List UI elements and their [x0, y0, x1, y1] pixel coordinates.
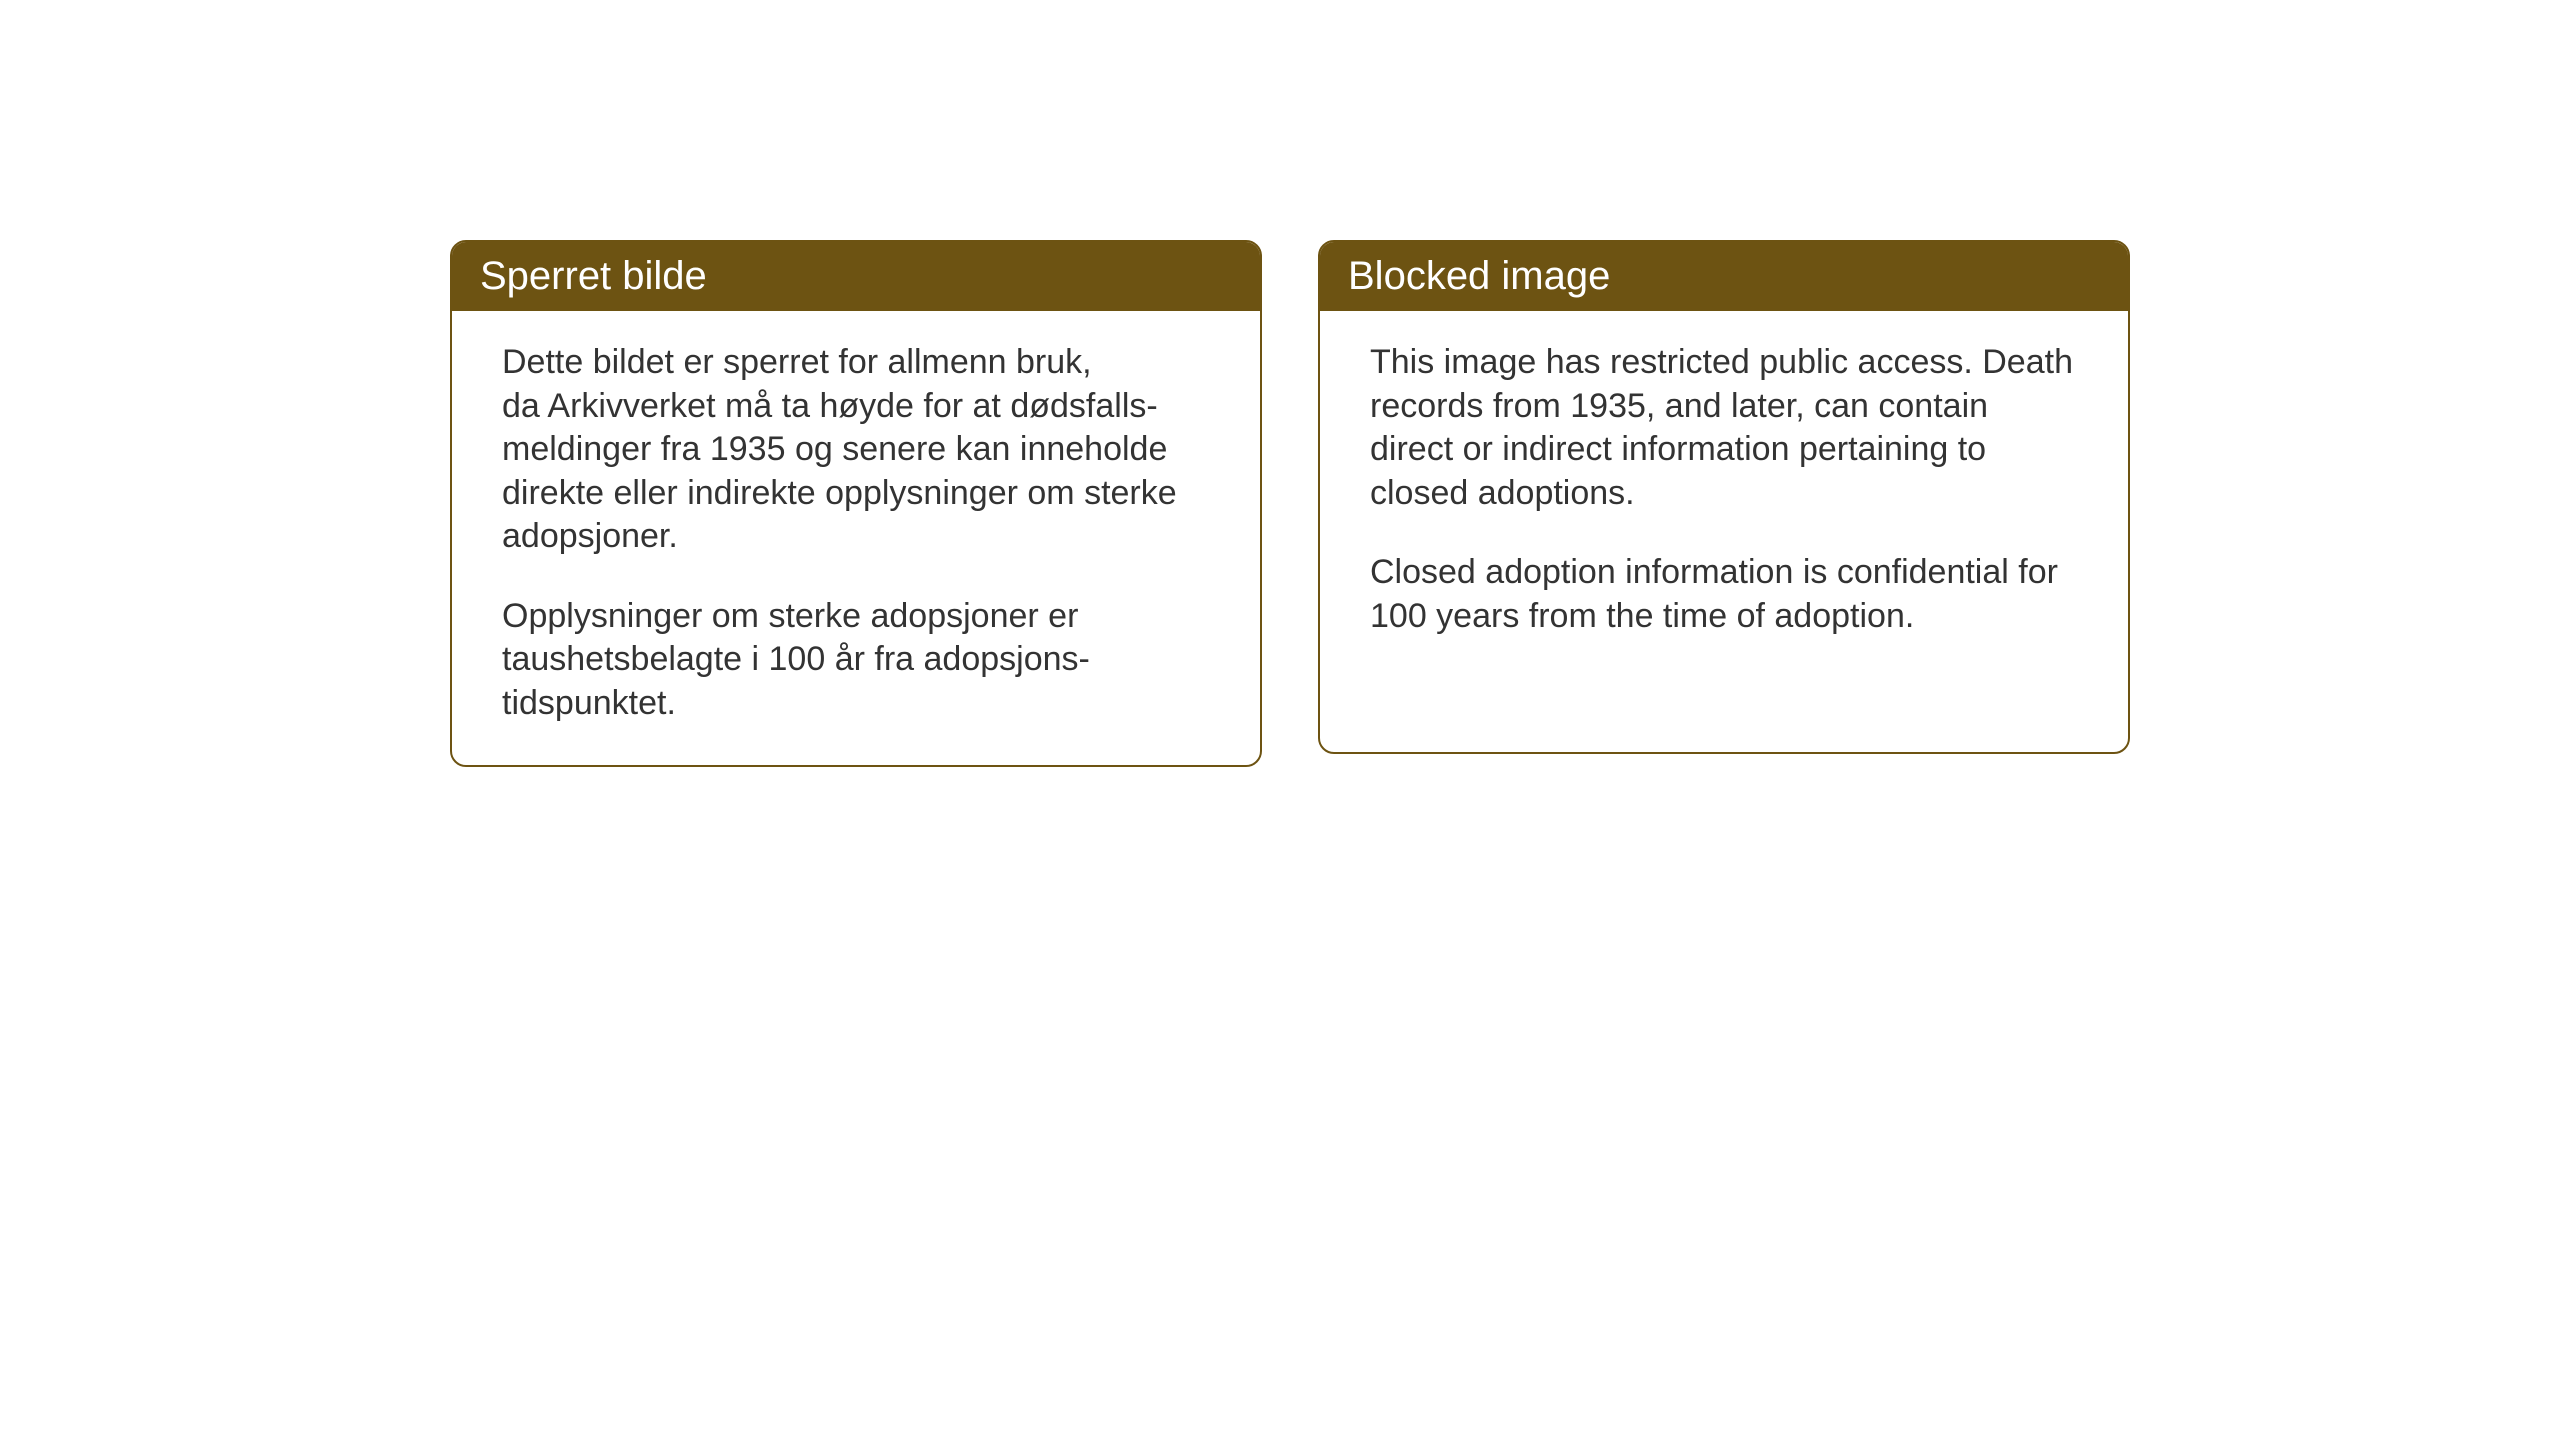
- card-paragraph-1-english: This image has restricted public access.…: [1370, 341, 2078, 515]
- card-header-norwegian: Sperret bilde: [452, 242, 1260, 311]
- blocked-image-card-norwegian: Sperret bilde Dette bildet er sperret fo…: [450, 240, 1262, 767]
- card-title-english: Blocked image: [1348, 254, 1610, 298]
- card-header-english: Blocked image: [1320, 242, 2128, 311]
- card-paragraph-2-norwegian: Opplysninger om sterke adopsjoner er tau…: [502, 595, 1210, 726]
- blocked-image-card-english: Blocked image This image has restricted …: [1318, 240, 2130, 754]
- card-body-norwegian: Dette bildet er sperret for allmenn bruk…: [452, 311, 1260, 765]
- card-paragraph-1-norwegian: Dette bildet er sperret for allmenn bruk…: [502, 341, 1210, 559]
- card-paragraph-2-english: Closed adoption information is confident…: [1370, 551, 2078, 638]
- notice-cards-container: Sperret bilde Dette bildet er sperret fo…: [450, 240, 2130, 767]
- card-body-english: This image has restricted public access.…: [1320, 311, 2128, 678]
- card-title-norwegian: Sperret bilde: [480, 254, 707, 298]
